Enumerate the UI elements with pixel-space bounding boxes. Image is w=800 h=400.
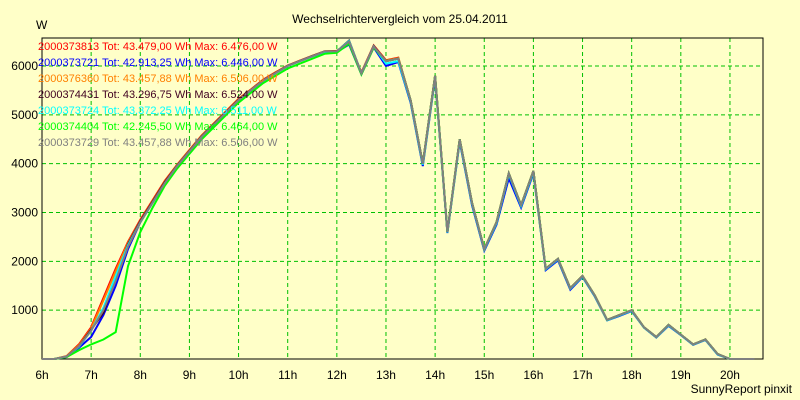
legend-entry-2000373724: 2000373724 Tot: 43.372,25 Wh Max: 6.511,… — [38, 105, 277, 117]
x-tick-label: 6h — [35, 368, 48, 382]
x-tick-label: 17h — [573, 368, 593, 382]
x-tick-label: 13h — [376, 368, 396, 382]
legend-entry-2000374431: 2000374431 Tot: 43.296,75 Wh Max: 6.524,… — [38, 89, 278, 101]
x-tick-label: 10h — [229, 368, 249, 382]
x-tick-label: 20h — [720, 368, 740, 382]
chart-title: Wechselrichtervergleich vom 25.04.2011 — [292, 12, 508, 26]
plot-frame — [41, 37, 764, 360]
series-line-2000373729 — [42, 39, 755, 360]
x-tick-label: 15h — [474, 368, 494, 382]
y-tick-label: 3000 — [11, 206, 38, 220]
x-tick-label: 9h — [183, 368, 196, 382]
legend-entry-2000373729: 2000373729 Tot: 43.457,88 Wh Max: 6.506,… — [38, 137, 278, 149]
y-tick-label: 1000 — [11, 303, 38, 317]
y-tick-label: 4000 — [11, 157, 38, 171]
x-tick-label: 8h — [134, 368, 147, 382]
legend-entry-2000374404: 2000374404 Tot: 42.245,50 Wh Max: 6.464,… — [38, 121, 278, 133]
legend-entry-2000373721: 2000373721 Tot: 42.913,25 Wh Max: 6.446,… — [38, 57, 278, 69]
x-tick-label: 11h — [278, 368, 297, 382]
x-tick-label: 16h — [523, 368, 543, 382]
y-axis-label: W — [36, 18, 48, 32]
y-tick-label: 5000 — [11, 108, 38, 122]
x-tick-label: 14h — [425, 368, 445, 382]
legend-entry-2000373813: 2000373813 Tot: 43.479,00 Wh Max: 6.476,… — [38, 41, 278, 53]
x-tick-label: 18h — [622, 368, 642, 382]
x-tick-label: 19h — [671, 368, 691, 382]
footer-credit: SunnyReport pinxit — [690, 382, 792, 396]
x-tick-label: 7h — [84, 368, 97, 382]
legend-entry-2000376360: 2000376360 Tot: 43.457,88 Wh Max: 6.506,… — [38, 73, 278, 85]
y-tick-label: 6000 — [11, 59, 38, 73]
y-tick-label: 2000 — [11, 254, 38, 268]
x-tick-label: 12h — [327, 368, 347, 382]
